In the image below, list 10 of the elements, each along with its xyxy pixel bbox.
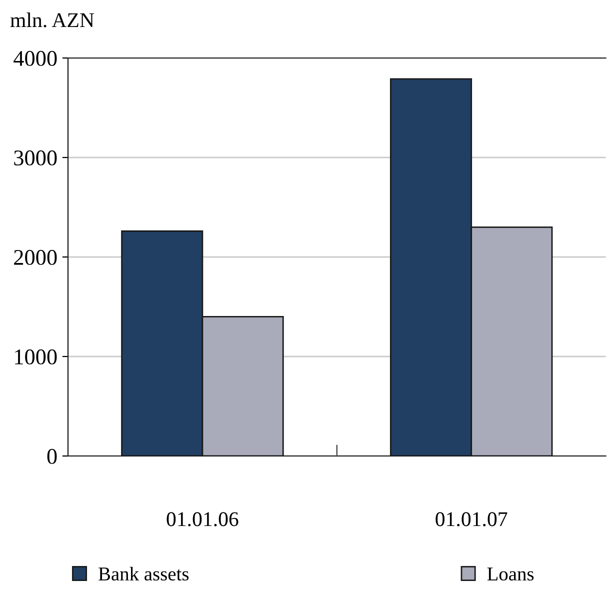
y-tick-label: 0 xyxy=(47,448,57,464)
y-tick-label: 2000 xyxy=(14,250,57,265)
x-tick-label: 01.01.06 xyxy=(166,512,238,526)
legend-label: Bank assets xyxy=(98,566,189,581)
x-tick-label: 01.01.07 xyxy=(436,512,508,526)
y-tick-label: 1000 xyxy=(15,349,57,364)
y-axis-title: mln. AZN xyxy=(10,12,94,28)
y-tick-label: 4000 xyxy=(14,50,57,66)
y-tick-label: 3000 xyxy=(14,150,57,166)
legend-label: Loans xyxy=(487,568,534,581)
